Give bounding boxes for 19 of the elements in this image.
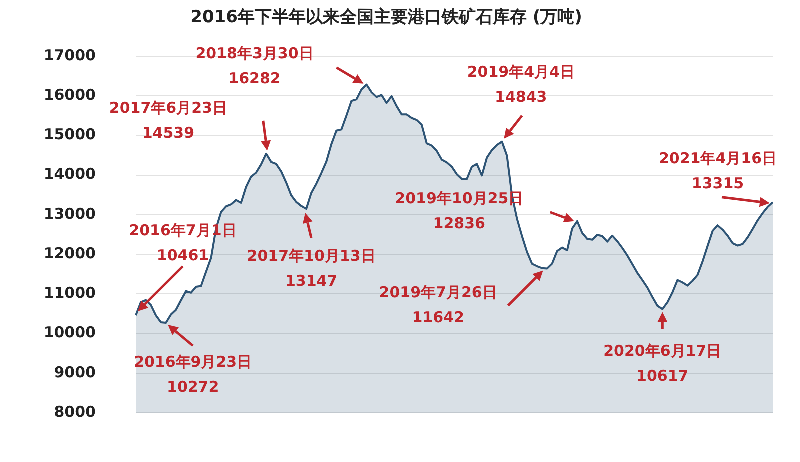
y-tick-label: 14000 <box>44 165 96 184</box>
y-tick-label: 13000 <box>44 204 96 223</box>
annotation: 2018年3月30日 16282 <box>196 44 314 88</box>
annotation: 2019年4月4日 14843 <box>467 62 575 106</box>
y-tick-label: 16000 <box>44 86 96 104</box>
annotation: 2020年6月17日 10617 <box>604 342 722 386</box>
annotation: 2017年10月13日 13147 <box>247 246 376 290</box>
y-tick-label: 8000 <box>54 402 96 421</box>
y-tick-label: 10000 <box>44 324 96 342</box>
annotation: 2016年9月23日 10272 <box>134 352 252 396</box>
y-tick-label: 17000 <box>44 46 96 64</box>
annotation: 2017年6月23日 14539 <box>109 98 228 142</box>
annotation: 2021年4月16日 13315 <box>658 149 778 192</box>
y-tick-label: 9000 <box>54 363 96 382</box>
y-tick-label: 11000 <box>44 284 96 302</box>
chart-title: 2016年下半年以来全国主要港口铁矿石库存 (万吨) <box>190 8 582 28</box>
y-tick-label: 12000 <box>44 244 96 262</box>
y-tick-label: 15000 <box>44 126 96 144</box>
annotation: 2019年7月26日 11642 <box>379 284 498 327</box>
